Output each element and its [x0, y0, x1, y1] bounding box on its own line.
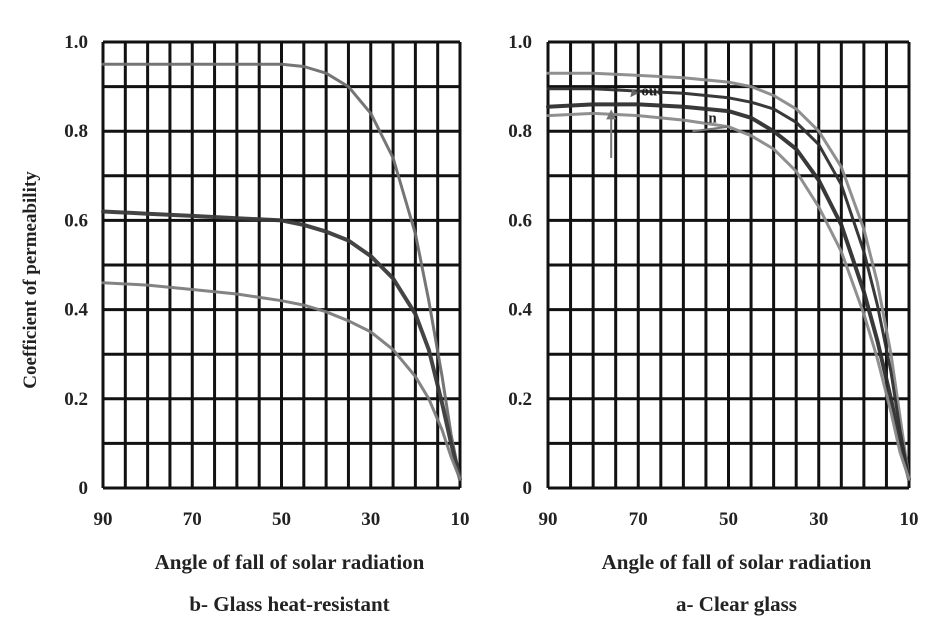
chart1-y-tick-label: 0.4: [508, 300, 532, 321]
chart-panel-glass-heat-resistant: 0 0.2 0.4 0.6 0.8 1.0 90 70 50 30 10 Angle of fall …: [64, 32, 469, 616]
y-axis-label: Coefficient of permeability: [20, 171, 41, 389]
chart1-series-3-line: [546, 111, 911, 481]
chart1-y-tick-label: 1.0: [508, 32, 532, 53]
chart0-x-tick-label: 50: [272, 509, 291, 530]
chart0-y-tick-label: 0.4: [64, 300, 88, 321]
chart1-y-tick-label: 0.8: [508, 121, 532, 142]
chart1-series-1-line: [546, 87, 911, 481]
chart0-x-tick-label: 30: [361, 509, 380, 530]
chart0-series-1-line: [101, 209, 462, 482]
chart1-x-tick-label: 10: [900, 509, 919, 530]
chart-panel-clear-glass: out in 0 0.2 0.4 0.6 0.8 1.0 90 70 50 30 10 Angle of …: [508, 32, 918, 616]
chart0-y-tick-label: 0.8: [64, 121, 88, 142]
chart0-x-axis-label: Angle of fall of solar radiation: [155, 550, 425, 574]
chart1-arrow-in: [692, 125, 729, 133]
chart0-caption: b- Glass heat-resistant: [189, 592, 389, 616]
chart1-arrow-vertical-head: [606, 109, 617, 120]
chart0-y-tick-label: 0.2: [64, 389, 88, 410]
chart0-y-tick-label: 0: [79, 478, 89, 499]
chart1-annotation-out: out: [641, 84, 662, 100]
chart1-y-tick-label: 0.2: [508, 389, 532, 410]
chart1-x-tick-label: 30: [809, 509, 828, 530]
chart0-x-tick-label: 90: [94, 509, 113, 530]
chart1-arrow-out: [630, 89, 639, 98]
chart0-x-tick-label: 70: [183, 509, 202, 530]
chart0-y-tick-label: 1.0: [64, 32, 88, 53]
chart1-series-2-line: [546, 102, 911, 482]
chart1-caption: a- Clear glass: [676, 592, 797, 616]
chart1-x-tick-label: 70: [629, 509, 648, 530]
chart1-y-tick-label: 0.6: [508, 210, 532, 231]
chart0-series-2-line: [101, 281, 462, 481]
chart0-series-0-line: [101, 62, 462, 481]
chart1-x-tick-label: 90: [539, 509, 558, 530]
chart1-x-tick-label: 50: [719, 509, 738, 530]
chart0-y-tick-label: 0.6: [64, 210, 88, 231]
chart0-x-tick-label: 10: [451, 509, 470, 530]
chart1-x-axis-label: Angle of fall of solar radiation: [602, 550, 872, 574]
chart1-annotation-in: in: [704, 110, 717, 126]
chart1-series-0-line: [546, 71, 911, 481]
chart1-y-tick-label: 0: [523, 478, 533, 499]
